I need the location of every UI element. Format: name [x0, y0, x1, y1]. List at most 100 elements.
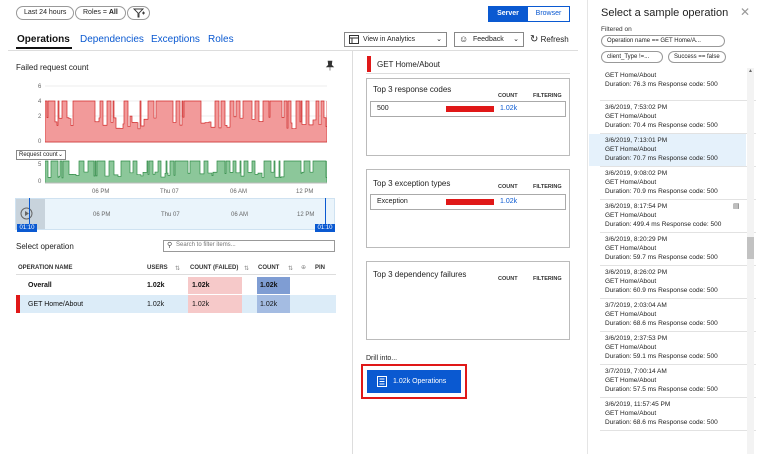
sample-operation-item[interactable]: 3/6/2019, 8:26:02 PM GET Home/About Durati… — [589, 266, 746, 298]
sample-name: GET Home/About — [605, 410, 657, 417]
sample-item-text: 3/6/2019, 7:53:02 PM GET Home/About Durati… — [605, 103, 755, 130]
response-code-row[interactable]: 500 1.02k — [370, 101, 566, 117]
filter-pill-operation-name[interactable]: Operation name == GET Home/A... — [601, 35, 725, 47]
sample-name: GET Home/About — [605, 278, 657, 285]
count-failed-bar — [188, 295, 242, 313]
selected-op-title: GET Home/About — [377, 60, 440, 69]
smiley-icon: ☺ — [459, 34, 469, 44]
roles-filter-value: All — [108, 9, 118, 16]
col-header-users[interactable]: USERS — [147, 265, 168, 271]
roles-filter-button[interactable]: Roles = All — [75, 6, 126, 20]
grid-header-divider — [16, 274, 336, 275]
filter-pill-success[interactable]: Success == false — [668, 51, 726, 63]
sample-separator — [600, 199, 756, 200]
scrollbar-thumb[interactable] — [747, 237, 754, 259]
drill-operations-label: 1.02k Operations — [393, 378, 447, 385]
sample-ts: 3/6/2019, 11:57:45 PM — [605, 401, 671, 408]
pin-icon[interactable] — [325, 60, 335, 74]
sample-ts: 3/6/2019, 2:37:53 PM — [605, 335, 668, 342]
time-tick-6am: 06 AM — [230, 189, 248, 195]
response-code-name: 500 — [377, 105, 389, 112]
sample-ts: 3/6/2019, 9:08:02 PM — [605, 170, 668, 177]
metric-dropdown[interactable]: Request count ⌄ — [16, 150, 66, 160]
sample-operation-item[interactable]: 3/6/2019, 8:20:29 PM GET Home/About Durati… — [589, 233, 746, 265]
server-toggle[interactable]: Server — [488, 6, 528, 22]
operation-search-input[interactable]: ⚲ Search to filter items... — [163, 240, 335, 252]
sample-separator — [600, 232, 756, 233]
sample-operation-item[interactable]: 3/6/2019, 8:17:54 PM GET Home/About Durati… — [589, 200, 746, 232]
count-bar — [257, 295, 290, 313]
sample-item-text: 3/6/2019, 8:20:29 PM GET Home/About Durati… — [605, 235, 755, 262]
slider-tick-6am: 06 AM — [231, 212, 249, 218]
range-start-handle[interactable]: 01:10 — [17, 224, 37, 232]
chart-title: Failed request count — [16, 63, 89, 72]
sample-operation-item[interactable]: 3/6/2019, 7:13:01 PM GET Home/About Durati… — [589, 134, 746, 166]
sample-ts: 3/6/2019, 7:53:02 PM — [605, 104, 668, 111]
sample-item-text: GET Home/About Duration: 76.3 ms Response… — [605, 71, 755, 89]
trace-icon: ▤ — [733, 203, 740, 210]
scrollbar-track[interactable] — [747, 68, 754, 454]
sample-operation-item[interactable]: 3/7/2019, 2:03:04 AM GET Home/About Durati… — [589, 299, 746, 331]
sample-detail: Duration: 70.9 ms Response code: 500 — [605, 188, 718, 195]
y-tick-4: 4 — [38, 99, 42, 105]
refresh-button[interactable]: ↻ Refresh — [530, 34, 569, 45]
sort-icon[interactable]: ⇅ — [244, 266, 250, 272]
drill-operations-button[interactable]: 1.02k Operations — [367, 370, 461, 393]
sample-detail: Duration: 70.4 ms Response code: 500 — [605, 122, 718, 129]
selected-op-indicator — [367, 56, 371, 72]
exception-type-count[interactable]: 1.02k — [500, 198, 518, 205]
sample-operation-item[interactable]: 3/6/2019, 2:37:53 PM GET Home/About Durati… — [589, 332, 746, 364]
sample-operation-item[interactable]: 3/6/2019, 7:53:02 PM GET Home/About Durati… — [589, 101, 746, 133]
close-icon[interactable]: ✕ — [740, 5, 751, 19]
exception-type-row[interactable]: Exception 1.02k — [370, 194, 566, 210]
sample-name: GET Home/About — [605, 212, 657, 219]
sample-item-text: 3/6/2019, 8:17:54 PM GET Home/About Durati… — [605, 202, 755, 229]
tab-dependencies[interactable]: Dependencies — [80, 34, 144, 45]
active-tab-indicator — [16, 47, 72, 49]
sort-icon[interactable]: ⇅ — [175, 266, 181, 272]
chevron-down-icon: ⌄ — [513, 36, 519, 43]
search-placeholder: Search to filter items... — [176, 242, 236, 248]
list-icon — [377, 376, 387, 387]
table-row-get-home-about[interactable] — [16, 295, 336, 313]
tab-exceptions[interactable]: Exceptions — [151, 34, 200, 45]
selected-row-indicator — [16, 295, 20, 313]
sample-operation-item[interactable]: GET Home/About Duration: 76.3 ms Response… — [589, 68, 746, 100]
tab-roles[interactable]: Roles — [208, 34, 234, 45]
select-operation-label: Select operation — [16, 242, 74, 251]
col-header-operation-name[interactable]: OPERATION NAME — [18, 265, 73, 271]
failed-count-series — [45, 100, 327, 143]
tab-operations[interactable]: Operations — [17, 34, 70, 45]
sample-name: GET Home/About — [605, 179, 657, 186]
sample-name: GET Home/About — [605, 344, 657, 351]
view-in-analytics-dropdown[interactable]: View in Analytics ⌄ — [344, 32, 447, 47]
feedback-dropdown[interactable]: ☺ Feedback ⌄ — [454, 32, 524, 47]
feedback-label: Feedback — [473, 36, 504, 43]
sample-operation-item[interactable]: 3/6/2019, 11:57:45 PM GET Home/About Durat… — [589, 398, 746, 430]
filter-pill-client-type[interactable]: client_Type !=... — [601, 51, 663, 63]
sample-ts: 3/7/2019, 7:00:14 AM — [605, 368, 667, 375]
time-range-slider[interactable]: 06 PM Thu 07 06 AM 12 PM — [15, 198, 335, 230]
col-header-count[interactable]: COUNT — [258, 265, 280, 271]
exception-types-title: Top 3 exception types — [373, 179, 451, 188]
play-icon[interactable] — [20, 207, 33, 220]
sort-icon[interactable]: ⇅ — [288, 266, 294, 272]
filter-icon — [132, 8, 145, 18]
scroll-up-arrow[interactable]: ▲ — [748, 68, 753, 74]
sample-detail: Duration: 59.1 ms Response code: 500 — [605, 353, 718, 360]
add-filter-button[interactable] — [127, 6, 150, 20]
range-end-handle[interactable]: 01:10 — [315, 224, 335, 232]
sample-name: GET Home/About — [605, 377, 657, 384]
range-start-line — [29, 198, 30, 224]
sample-operation-item[interactable]: 3/6/2019, 9:08:02 PM GET Home/About Durati… — [589, 167, 746, 199]
time-range-button[interactable]: Last 24 hours — [16, 6, 75, 20]
sample-item-text: 3/6/2019, 9:08:02 PM GET Home/About Durati… — [605, 169, 755, 196]
sample-operation-item[interactable]: 3/7/2019, 7:00:14 AM GET Home/About Durati… — [589, 365, 746, 397]
dependencies-col-filter: FILTERING — [533, 276, 562, 282]
col-header-count-failed[interactable]: COUNT (FAILED) — [190, 265, 239, 271]
sample-name: GET Home/About — [605, 245, 657, 252]
y-tick-2: 2 — [38, 114, 42, 120]
row-users: 1.02k — [147, 282, 165, 289]
response-code-count[interactable]: 1.02k — [500, 105, 518, 112]
browser-toggle[interactable]: Browser — [527, 6, 570, 22]
